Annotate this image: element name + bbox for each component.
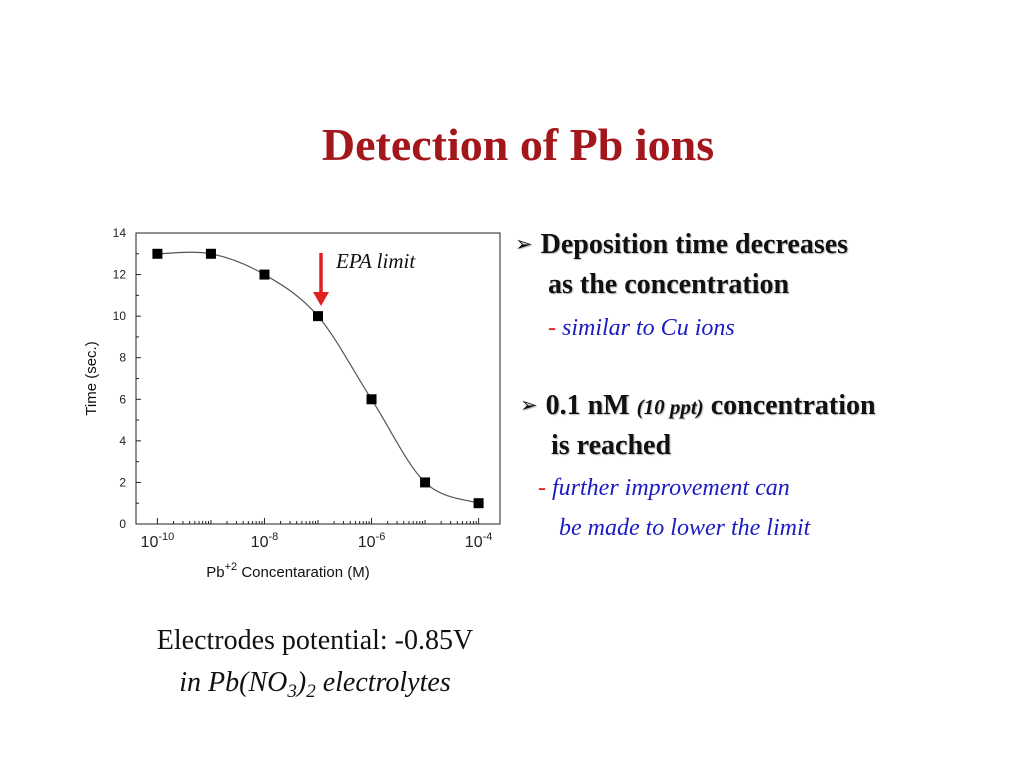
bullet2-note-line1: - further improvement can: [538, 468, 790, 508]
caption-sub3: 3: [287, 681, 297, 702]
bullet1-line2: as the concentration: [548, 269, 790, 300]
y-tick-label: 0: [119, 517, 126, 531]
bullet2-line2: is reached: [551, 430, 672, 461]
pb-detection-chart: 0 2 4 6 8 10 12 14 10-10 10-8 10-6 10-4 Time (sec.) P…: [83, 226, 501, 581]
y-tick-label: 4: [119, 434, 126, 448]
y-tick-label: 12: [113, 268, 127, 282]
data-point: [205, 248, 216, 259]
x-tick-label: 10-10: [141, 531, 175, 551]
caption-close: ): [296, 667, 307, 698]
epa-arrow-head: [313, 292, 329, 306]
bullet2-rest: concentration: [710, 390, 876, 421]
x-axis-label: Pb+2 Concentaration (M): [206, 561, 369, 581]
slide-title: Detection of Pb ions: [321, 119, 715, 170]
data-point: [366, 394, 377, 405]
x-tick-label: 10-6: [358, 531, 386, 551]
caption-electrolyte: in Pb(NO3)2 electrolytes: [100, 663, 530, 712]
y-axis-label: Time (sec.): [83, 341, 100, 415]
x-tick-label: 10-4: [465, 531, 493, 551]
plot-frame: [135, 232, 501, 525]
y-tick-label: 14: [113, 226, 127, 240]
epa-limit-label: EPA limit: [335, 249, 416, 273]
bullet-concentration: ➢ 0.1 nM (10 ppt) concentration: [520, 386, 876, 427]
x-tick-label: 10-8: [251, 531, 279, 551]
y-tick-label: 6: [119, 392, 126, 406]
y-tick-label: 8: [119, 351, 126, 365]
caption-post: electrolytes: [322, 667, 451, 698]
bullet2-note-text1: further improvement can: [552, 475, 790, 501]
bullet2-note-dash: -: [538, 475, 546, 501]
data-point: [152, 248, 163, 259]
fit-curve: [157, 251, 479, 504]
arrow-bullet-icon: ➢: [520, 393, 538, 417]
bullet-deposition: ➢ Deposition time decreases: [515, 225, 848, 266]
caption-pre: in Pb(NO: [179, 667, 288, 698]
bullet2-ppt: (10 ppt): [636, 395, 704, 419]
data-point: [473, 498, 484, 509]
bullet1-note-dash: -: [548, 315, 556, 341]
bullet1-note: - similar to Cu ions: [548, 308, 735, 348]
arrow-bullet-icon: ➢: [515, 232, 533, 256]
caption-sub2: 2: [306, 681, 316, 702]
y-tick-label: 10: [113, 309, 127, 323]
data-point: [259, 269, 270, 280]
y-tick-label: 2: [119, 475, 126, 489]
bullet2-note-line2: be made to lower the limit: [559, 515, 811, 541]
bullet2-value: 0.1 nM: [545, 390, 630, 421]
data-point: [313, 311, 323, 322]
data-point: [420, 477, 431, 488]
bullet1-line1: Deposition time decreases: [540, 229, 849, 260]
bullet1-note-text: similar to Cu ions: [562, 315, 735, 341]
caption-potential: Electrodes potential: -0.85V: [156, 625, 474, 656]
